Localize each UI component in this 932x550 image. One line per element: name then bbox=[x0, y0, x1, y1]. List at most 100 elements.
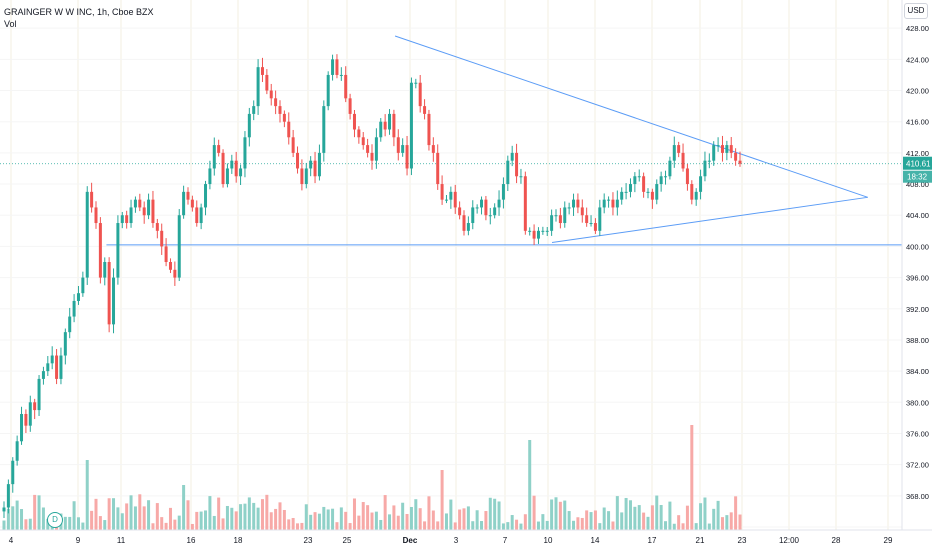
candle-body bbox=[607, 199, 611, 201]
candle-body bbox=[168, 262, 172, 270]
candle-body bbox=[436, 152, 440, 185]
trend-lines[interactable] bbox=[0, 35, 902, 246]
volume-bar bbox=[173, 519, 177, 530]
candle-body bbox=[296, 152, 300, 169]
volume-bar bbox=[252, 502, 256, 530]
time-axis-bg bbox=[0, 530, 932, 550]
volume-bar bbox=[462, 508, 466, 530]
candle-body bbox=[396, 137, 400, 153]
volume-bar bbox=[256, 507, 260, 530]
volume-bar bbox=[458, 509, 462, 530]
volume-bar bbox=[72, 501, 76, 530]
volume-bar bbox=[528, 440, 532, 530]
candle-body bbox=[523, 176, 527, 231]
last-price-badge bbox=[903, 156, 932, 170]
candle-body bbox=[212, 145, 216, 169]
volume-bar bbox=[444, 513, 448, 530]
volume-bar bbox=[296, 523, 300, 530]
candle-body bbox=[611, 199, 615, 208]
volume-bar bbox=[602, 507, 606, 530]
candle-body bbox=[331, 59, 335, 75]
volume-bar bbox=[480, 521, 484, 530]
candle-body bbox=[68, 316, 72, 333]
candle-body bbox=[112, 277, 116, 325]
time-tick-label: 7 bbox=[503, 536, 508, 545]
candle-body bbox=[63, 332, 67, 356]
volume-bar bbox=[11, 506, 15, 530]
candle-body bbox=[41, 371, 45, 379]
candle-body bbox=[20, 413, 24, 442]
volume-bar bbox=[230, 507, 234, 530]
candle-body bbox=[11, 460, 15, 485]
candle-body bbox=[585, 215, 589, 224]
candle-body bbox=[129, 207, 133, 224]
candle-body bbox=[637, 176, 641, 178]
candle-body bbox=[265, 74, 269, 91]
candle-body bbox=[90, 191, 94, 208]
candle-body bbox=[506, 160, 510, 185]
candle-body bbox=[300, 168, 304, 185]
candle-body bbox=[383, 121, 387, 130]
candle-body bbox=[81, 277, 85, 294]
volume-bar bbox=[339, 507, 343, 530]
dividend-marker[interactable]: D bbox=[47, 512, 63, 528]
volume-bar bbox=[269, 512, 273, 530]
candle-body bbox=[677, 145, 681, 153]
volume-bar bbox=[352, 498, 356, 530]
candle-body bbox=[449, 191, 453, 200]
candle-body bbox=[256, 67, 260, 107]
volume-bar bbox=[28, 518, 32, 530]
price-tick-label: 380.00 bbox=[906, 398, 929, 407]
volume-bar bbox=[260, 499, 264, 530]
time-tick-label: 21 bbox=[696, 536, 705, 545]
candle-body bbox=[501, 184, 505, 200]
candle-body bbox=[593, 223, 597, 231]
candle-body bbox=[151, 199, 155, 224]
volume-bar bbox=[107, 498, 111, 530]
candle-body bbox=[401, 145, 405, 153]
candle-body bbox=[182, 191, 186, 216]
time-tick-label: 29 bbox=[884, 536, 893, 545]
volume-bar bbox=[488, 497, 492, 530]
candle-body bbox=[545, 230, 549, 232]
volume-bar bbox=[681, 523, 685, 530]
volume-bar bbox=[112, 498, 116, 530]
candle-body bbox=[541, 230, 545, 232]
volume-bar bbox=[427, 496, 431, 530]
price-axis[interactable]: 368.00 372.00 376.00 380.00 384.00 388.00 392.… bbox=[901, 0, 932, 550]
currency-button[interactable]: USD bbox=[904, 3, 928, 19]
candle-body bbox=[46, 363, 50, 372]
volume-bar bbox=[291, 517, 295, 530]
price-tick-label: 388.00 bbox=[906, 336, 929, 345]
volume-bar bbox=[650, 505, 654, 530]
candle-body bbox=[703, 160, 707, 177]
candle-body bbox=[567, 207, 571, 209]
candle-body bbox=[287, 121, 291, 138]
candle-body bbox=[24, 413, 28, 426]
candle-body bbox=[72, 300, 76, 317]
volume-bar bbox=[493, 498, 497, 530]
time-axis[interactable]: 4 9 11 16 18 23 25 Dec 3 7 10 14 17 21 23 12:00 28 29 bbox=[0, 529, 932, 550]
candle-body bbox=[230, 160, 234, 169]
volume-bar bbox=[6, 508, 10, 530]
candle-body bbox=[103, 262, 107, 278]
volume-bar bbox=[63, 516, 67, 530]
candle-body bbox=[650, 191, 654, 200]
candle-body bbox=[208, 168, 212, 185]
candle-body bbox=[602, 199, 606, 208]
candle-body bbox=[580, 207, 584, 216]
countdown-label: 18:32 bbox=[907, 173, 928, 182]
candle-body bbox=[291, 137, 295, 153]
candle-body bbox=[125, 215, 129, 224]
candle-body bbox=[536, 230, 540, 239]
candle-body bbox=[370, 152, 374, 161]
candle-body bbox=[466, 223, 470, 231]
candle-body bbox=[98, 223, 102, 278]
symbol-title: GRAINGER W W INC, 1h, Cboe BZX bbox=[4, 7, 154, 17]
candle-body bbox=[33, 402, 37, 411]
volume-bar bbox=[401, 502, 405, 530]
volume-bar bbox=[133, 506, 137, 530]
volume-bar bbox=[418, 508, 422, 530]
candle-body bbox=[388, 113, 392, 130]
